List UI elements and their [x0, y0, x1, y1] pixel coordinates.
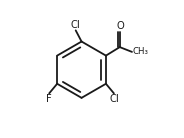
Text: F: F	[46, 94, 52, 104]
Text: Cl: Cl	[109, 94, 119, 104]
Text: Cl: Cl	[70, 19, 80, 30]
Text: O: O	[116, 21, 124, 31]
Text: CH₃: CH₃	[132, 47, 148, 56]
